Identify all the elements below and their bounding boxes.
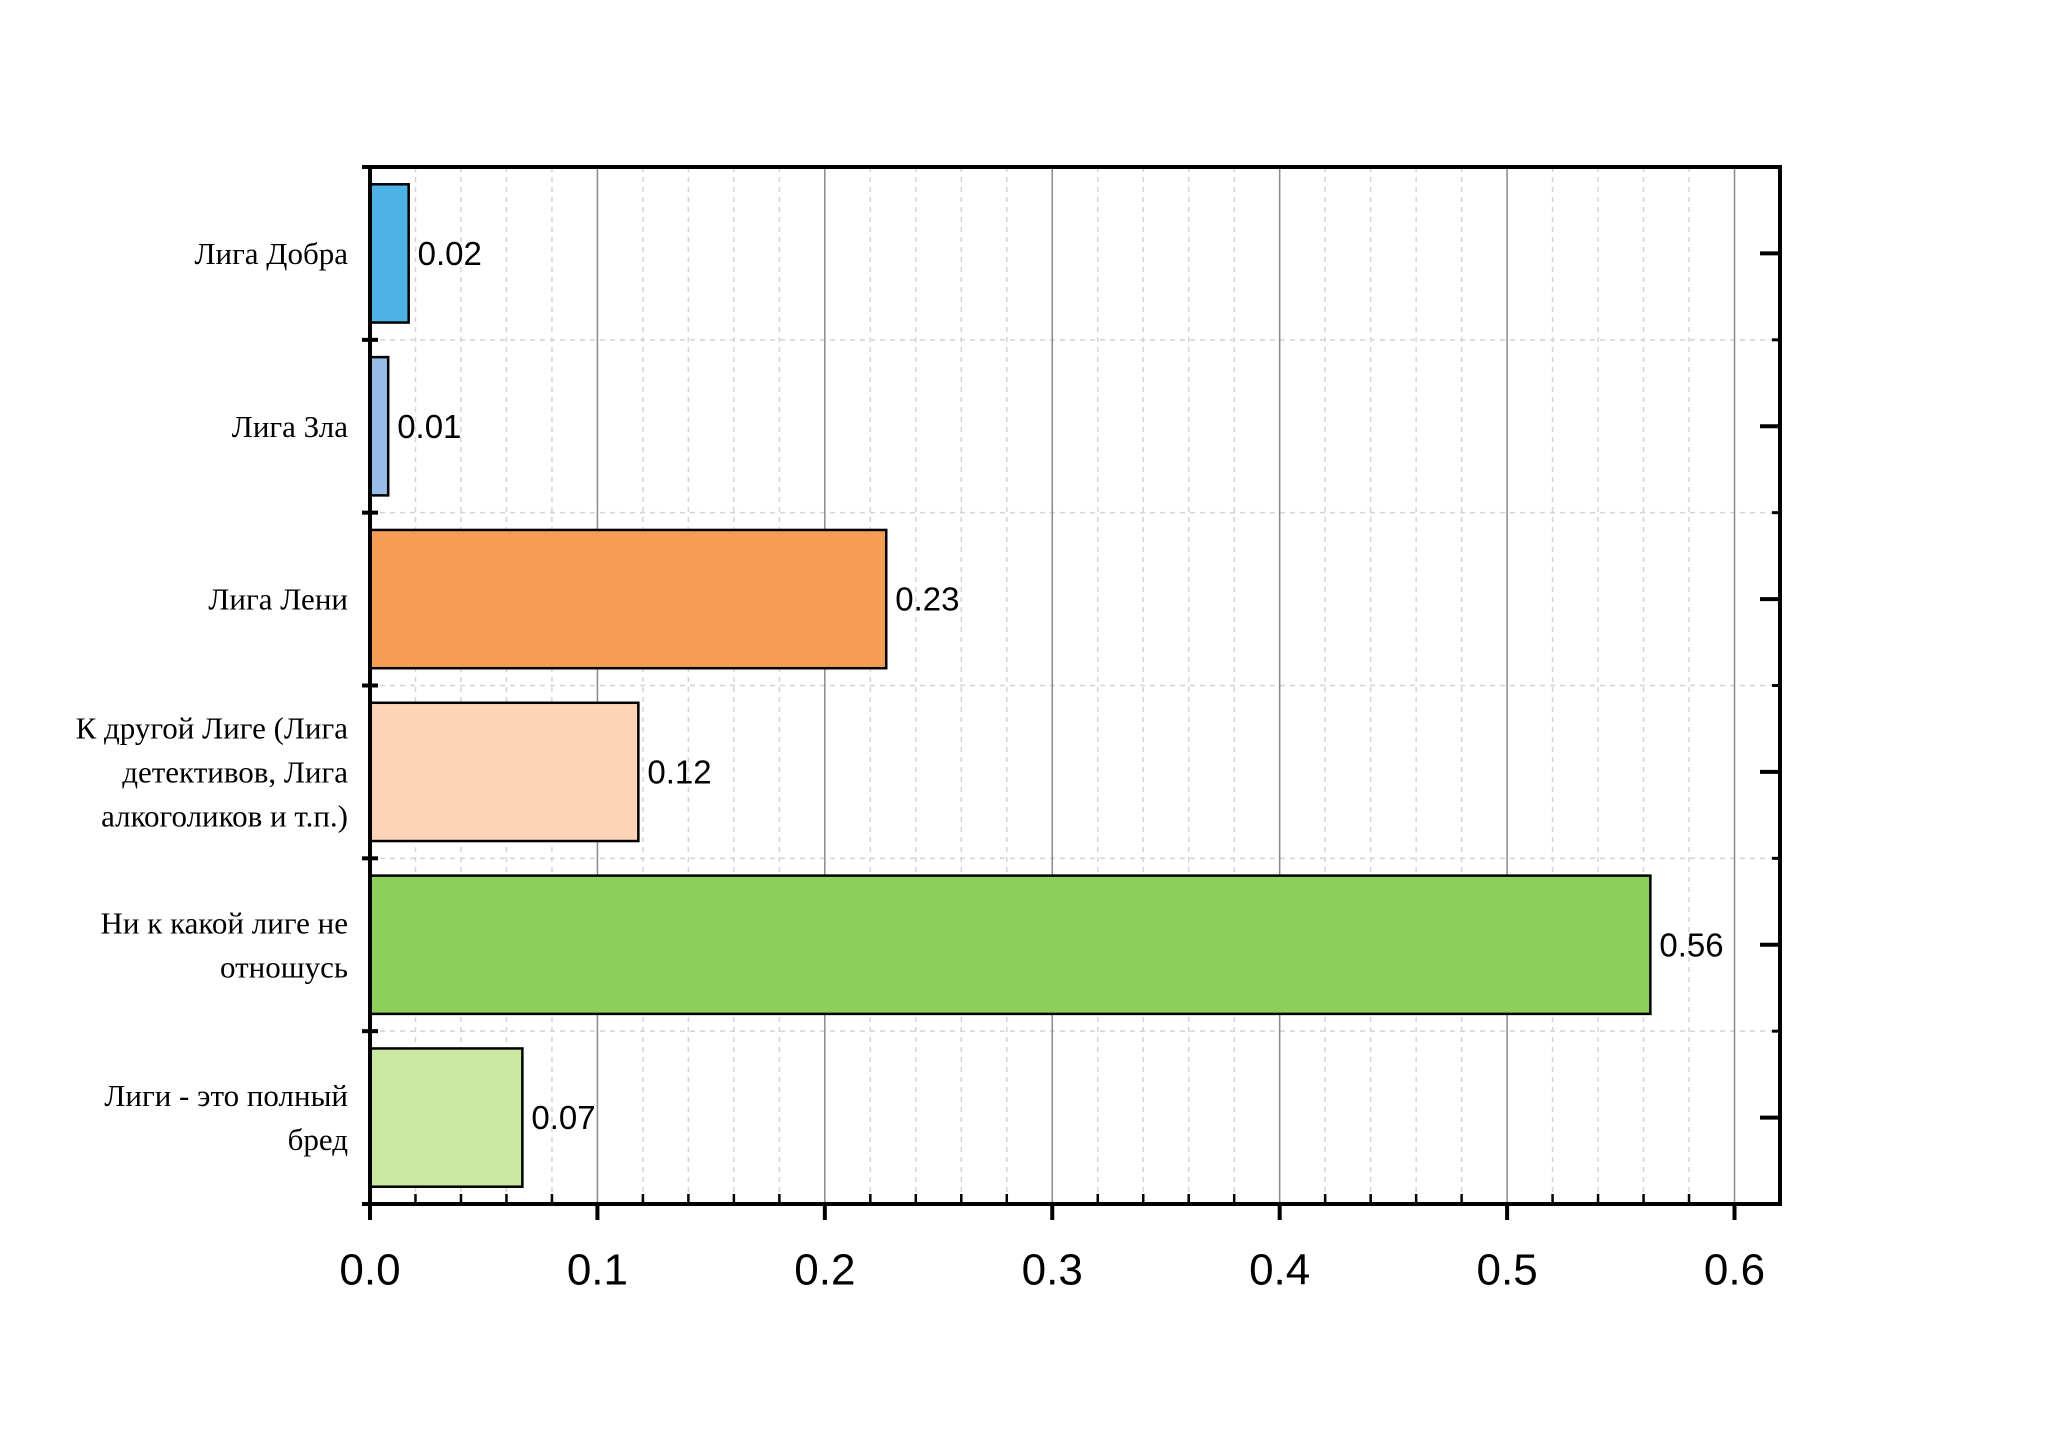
bar: [368, 355, 390, 497]
category-label-line: Лига Лени: [208, 582, 348, 617]
category-label-line: Лиги - это полный: [104, 1078, 348, 1113]
category-label-line: Лига Зла: [232, 409, 348, 444]
bar: [368, 183, 410, 324]
value-labels: 0.02 0.01 0.23 0.12 0.56 0.07: [397, 235, 1723, 1136]
category-label: Лиги - это полный бред: [104, 1078, 348, 1157]
axis-ticks: [362, 165, 1780, 1220]
category-label-line: К другой Лиге (Лига: [76, 710, 349, 745]
x-tick-label: 0.3: [1022, 1246, 1083, 1295]
bar: [368, 874, 1652, 1016]
bars: [368, 183, 1652, 1188]
bar: [368, 1047, 524, 1188]
x-tick-label: 0.2: [794, 1246, 855, 1295]
category-label-line: бред: [288, 1122, 349, 1157]
value-label: 0.01: [397, 408, 461, 445]
x-tick-label: 0.6: [1704, 1246, 1765, 1295]
category-label-line: алкоголиков и т.п.): [101, 798, 348, 833]
category-label: Ни к какой лиге не отношусь: [101, 905, 348, 984]
x-tick-label: 0.1: [567, 1246, 628, 1295]
value-label: 0.07: [531, 1099, 595, 1136]
value-label: 0.56: [1659, 926, 1723, 963]
value-label: 0.02: [418, 235, 482, 272]
category-label-line: детективов, Лига: [122, 754, 348, 789]
value-label: 0.23: [895, 581, 959, 618]
bar: [368, 528, 888, 670]
category-labels: Лига Добра Лига Зла Лига Лени К другой Лиге…: [76, 236, 349, 1157]
category-label: Лига Зла: [232, 409, 348, 444]
major-grid: [596, 167, 1736, 1204]
value-label: 0.12: [647, 753, 711, 790]
x-tick-label: 0.5: [1477, 1246, 1538, 1295]
minor-grid: [370, 167, 1780, 1204]
category-label: Лига Лени: [208, 582, 348, 617]
bar: [368, 701, 640, 843]
category-label-line: Лига Добра: [194, 236, 348, 271]
category-label: Лига Добра: [194, 236, 348, 271]
x-tick-labels: 0.0 0.1 0.2 0.3 0.4 0.5 0.6: [339, 1246, 1765, 1295]
x-tick-label: 0.4: [1249, 1246, 1310, 1295]
category-label-line: Ни к какой лиге не: [101, 905, 348, 940]
category-label-line: отношусь: [220, 949, 348, 984]
category-label: К другой Лиге (Лига детективов, Лига алког…: [76, 710, 349, 833]
x-tick-label: 0.0: [339, 1246, 400, 1295]
